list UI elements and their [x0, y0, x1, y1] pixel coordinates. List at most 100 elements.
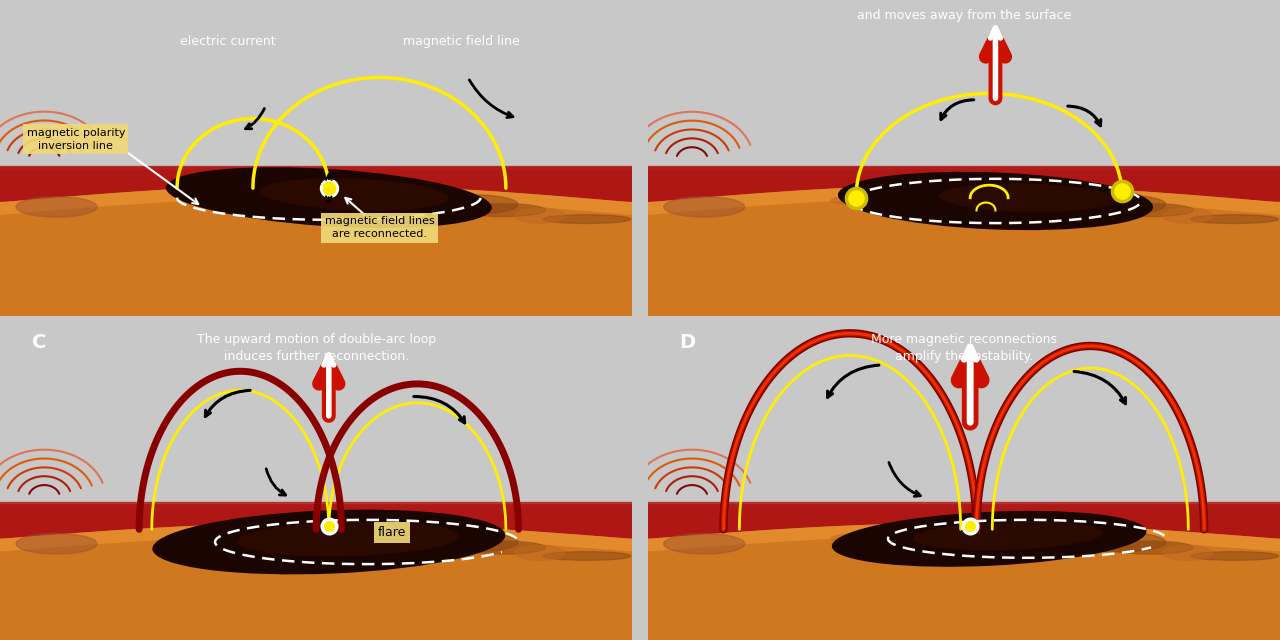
Bar — [648, 627, 1280, 630]
Bar — [0, 623, 632, 625]
Bar — [0, 611, 632, 612]
Bar — [648, 602, 1280, 604]
Bar — [0, 282, 632, 284]
Ellipse shape — [166, 167, 492, 228]
Bar — [648, 638, 1280, 640]
Bar — [648, 191, 1280, 207]
Bar — [0, 228, 632, 230]
Bar — [0, 533, 632, 543]
Bar — [0, 504, 632, 542]
Bar — [0, 574, 632, 577]
Bar — [648, 584, 1280, 587]
Bar — [648, 314, 1280, 316]
Bar — [648, 208, 1280, 211]
Text: magnetic polarity
inversion line: magnetic polarity inversion line — [27, 127, 125, 150]
Bar — [0, 572, 632, 574]
Bar — [0, 205, 632, 208]
Bar — [648, 597, 1280, 600]
Bar — [0, 239, 632, 242]
Bar — [648, 537, 1280, 539]
Bar — [648, 286, 1280, 289]
Bar — [648, 235, 1280, 237]
Bar — [648, 282, 1280, 284]
Bar — [0, 291, 632, 293]
Bar — [648, 532, 1280, 543]
Bar — [648, 308, 1280, 310]
Bar — [0, 583, 632, 585]
Bar — [0, 532, 632, 534]
Bar — [0, 204, 632, 207]
Bar — [648, 207, 1280, 209]
Bar — [648, 614, 1280, 617]
Ellipse shape — [426, 532, 518, 552]
Bar — [648, 285, 1280, 288]
Bar — [0, 175, 632, 206]
Bar — [0, 596, 632, 598]
Bar — [648, 184, 1280, 186]
Bar — [0, 589, 632, 592]
Bar — [0, 191, 632, 207]
Bar — [0, 233, 632, 235]
Bar — [648, 245, 1280, 248]
Ellipse shape — [247, 192, 320, 200]
Bar — [648, 611, 1280, 612]
Bar — [648, 262, 1280, 265]
Bar — [648, 293, 1280, 296]
Bar — [648, 314, 1280, 316]
Bar — [0, 604, 632, 606]
Bar — [648, 265, 1280, 268]
Bar — [648, 544, 1280, 547]
Bar — [648, 282, 1280, 285]
Text: and moves away from the surface: and moves away from the surface — [856, 10, 1071, 22]
Polygon shape — [0, 523, 632, 640]
Bar — [0, 207, 632, 209]
Bar — [648, 621, 1280, 623]
Bar — [0, 209, 632, 212]
Bar — [0, 535, 632, 543]
Bar — [648, 542, 1280, 543]
Bar — [648, 566, 1280, 568]
Bar — [0, 203, 632, 207]
Bar — [0, 547, 632, 549]
Bar — [648, 293, 1280, 295]
Bar — [648, 257, 1280, 259]
Bar — [0, 584, 632, 587]
Bar — [0, 222, 632, 225]
Ellipse shape — [895, 530, 968, 538]
Bar — [648, 186, 1280, 189]
Bar — [648, 185, 1280, 207]
Bar — [648, 617, 1280, 620]
Bar — [0, 636, 632, 638]
Bar — [648, 602, 1280, 605]
Bar — [648, 195, 1280, 207]
Bar — [648, 575, 1280, 577]
Bar — [0, 295, 632, 298]
Bar — [0, 621, 632, 623]
Text: The upward motion of double-arc loop
induces further reconnection.: The upward motion of double-arc loop ind… — [197, 333, 435, 364]
Bar — [0, 178, 632, 206]
Bar — [0, 189, 632, 191]
Bar — [0, 547, 632, 549]
Bar — [648, 200, 1280, 207]
Bar — [648, 636, 1280, 638]
Bar — [648, 178, 1280, 206]
Bar — [648, 196, 1280, 198]
Bar — [0, 632, 632, 635]
Bar — [648, 502, 1280, 542]
Bar — [0, 594, 632, 596]
Bar — [0, 308, 632, 310]
Bar — [648, 219, 1280, 221]
Bar — [0, 282, 632, 285]
Bar — [648, 560, 1280, 562]
Bar — [648, 588, 1280, 589]
Bar — [0, 305, 632, 307]
Bar — [0, 289, 632, 291]
Bar — [648, 176, 1280, 206]
Bar — [648, 529, 1280, 543]
Bar — [0, 309, 632, 312]
Ellipse shape — [15, 196, 97, 217]
Ellipse shape — [831, 195, 899, 205]
Bar — [648, 198, 1280, 200]
Bar — [0, 298, 632, 300]
Bar — [648, 573, 1280, 575]
